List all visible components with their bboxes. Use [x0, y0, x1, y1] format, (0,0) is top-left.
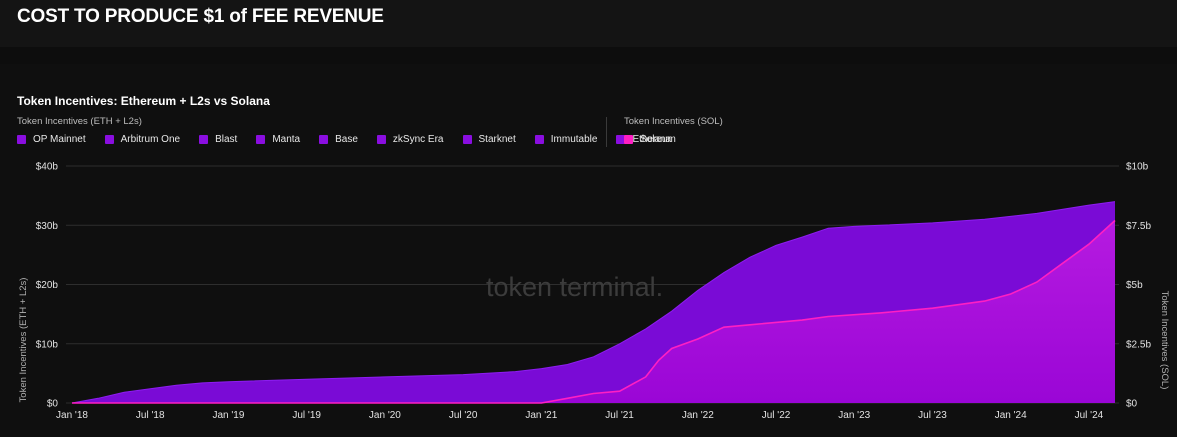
y-axis-left-title: Token Incentives (ETH + L2s): [18, 278, 29, 403]
legend-item-arbitrum-one[interactable]: Arbitrum One: [104, 134, 181, 145]
y-axis-right: $0 $2.5b $5b $7.5b $10b: [1126, 162, 1151, 410]
legend-item-zksync-era[interactable]: zkSync Era: [376, 134, 444, 145]
x-tick-label: Jan '18: [56, 410, 88, 421]
y-left-tick-label: $40b: [36, 162, 59, 173]
legend-swatch: [376, 135, 386, 144]
legend-item-starknet[interactable]: Starknet: [462, 134, 516, 145]
watermark: token terminal.: [486, 272, 663, 302]
legend-label: Solana: [640, 134, 672, 145]
legend-label: Blast: [215, 134, 238, 145]
legend-item-solana[interactable]: Solana: [624, 134, 671, 145]
legend-label: zkSync Era: [392, 134, 444, 145]
y-left-tick-label: $0: [47, 399, 59, 410]
x-tick-label: Jul '19: [292, 410, 321, 421]
legend-label: Ethereum: [632, 134, 676, 145]
legend-item-op-mainnet[interactable]: OP Mainnet: [17, 134, 86, 145]
legend-swatch: [256, 135, 266, 144]
y-right-tick-label: $7.5b: [1126, 221, 1151, 232]
y-right-tick-label: $10b: [1126, 162, 1149, 173]
legend-swatch: [462, 135, 472, 144]
series-areas: [71, 201, 1116, 404]
series-line-eth-l2s: [71, 201, 1116, 404]
legend-divider: [606, 117, 607, 147]
legend-item-ethereum[interactable]: Ethereum: [616, 134, 676, 145]
y-right-tick-label: $2.5b: [1126, 339, 1151, 350]
legend-item-immutable[interactable]: Immutable: [534, 134, 598, 145]
legend-label: OP Mainnet: [33, 134, 86, 145]
y-right-tick-label: $0: [1126, 399, 1138, 410]
x-tick-label: Jan '23: [838, 410, 870, 421]
legend-item-base[interactable]: Base: [319, 134, 358, 145]
y-axis-left: $0 $10b $20b $30b $40b: [36, 162, 59, 410]
legend-swatch: [17, 135, 26, 144]
legend-swatch: [624, 135, 633, 144]
legend-swatch: [534, 135, 544, 144]
series-line-solana: [72, 219, 1116, 404]
chart-title: Token Incentives: Ethereum + L2s vs Sola…: [17, 94, 270, 108]
legend-swatch: [199, 135, 209, 144]
legend-swatch: [104, 135, 114, 144]
y-left-tick-label: $30b: [36, 221, 59, 232]
x-tick-label: Jan '24: [995, 410, 1027, 421]
legend-item-manta[interactable]: Manta: [256, 134, 300, 145]
x-axis: Jan '18 Jul '18 Jan '19 Jul '19 Jan '20 Jul '…: [56, 410, 1104, 421]
series-area-solana[interactable]: [72, 220, 1115, 404]
x-tick-label: Jul '18: [136, 410, 165, 421]
y-axis-right-title: Token Incentives (SOL): [1159, 291, 1170, 390]
legend-item-blast[interactable]: Blast: [199, 134, 237, 145]
x-tick-label: Jan '21: [525, 410, 557, 421]
x-tick-label: Jan '19: [212, 410, 244, 421]
legend-label: Starknet: [478, 134, 516, 145]
legend-sol: Solana: [624, 134, 690, 145]
legend-swatch: [319, 135, 329, 144]
legend-label: Immutable: [550, 134, 598, 145]
header-bar: COST TO PRODUCE $1 of FEE REVENUE: [0, 0, 1177, 47]
x-tick-label: Jul '22: [762, 410, 791, 421]
y-left-tick-label: $20b: [36, 280, 59, 291]
page-title: COST TO PRODUCE $1 of FEE REVENUE: [17, 6, 384, 27]
x-tick-label: Jan '20: [369, 410, 401, 421]
legend-label: Arbitrum One: [120, 134, 181, 145]
legend-eth: OP Mainnet Arbitrum One Blast Manta Base…: [17, 134, 695, 145]
legend-label: Base: [335, 134, 358, 145]
x-tick-label: Jul '24: [1075, 410, 1104, 421]
legend-swatch: [616, 135, 626, 144]
y-right-tick-label: $5b: [1126, 280, 1143, 291]
x-tick-label: Jul '21: [605, 410, 634, 421]
area-chart: token terminal. $0 $10b $20b $30b $40b $0 $2.…: [18, 162, 1170, 422]
legend-group-label-sol: Token Incentives (SOL): [624, 116, 723, 127]
y-left-tick-label: $10b: [36, 339, 59, 350]
x-tick-label: Jul '20: [449, 410, 478, 421]
x-tick-label: Jan '22: [682, 410, 714, 421]
x-tick-label: Jul '23: [918, 410, 947, 421]
legend-label: Manta: [272, 134, 301, 145]
legend-group-label-eth: Token Incentives (ETH + L2s): [17, 116, 142, 127]
